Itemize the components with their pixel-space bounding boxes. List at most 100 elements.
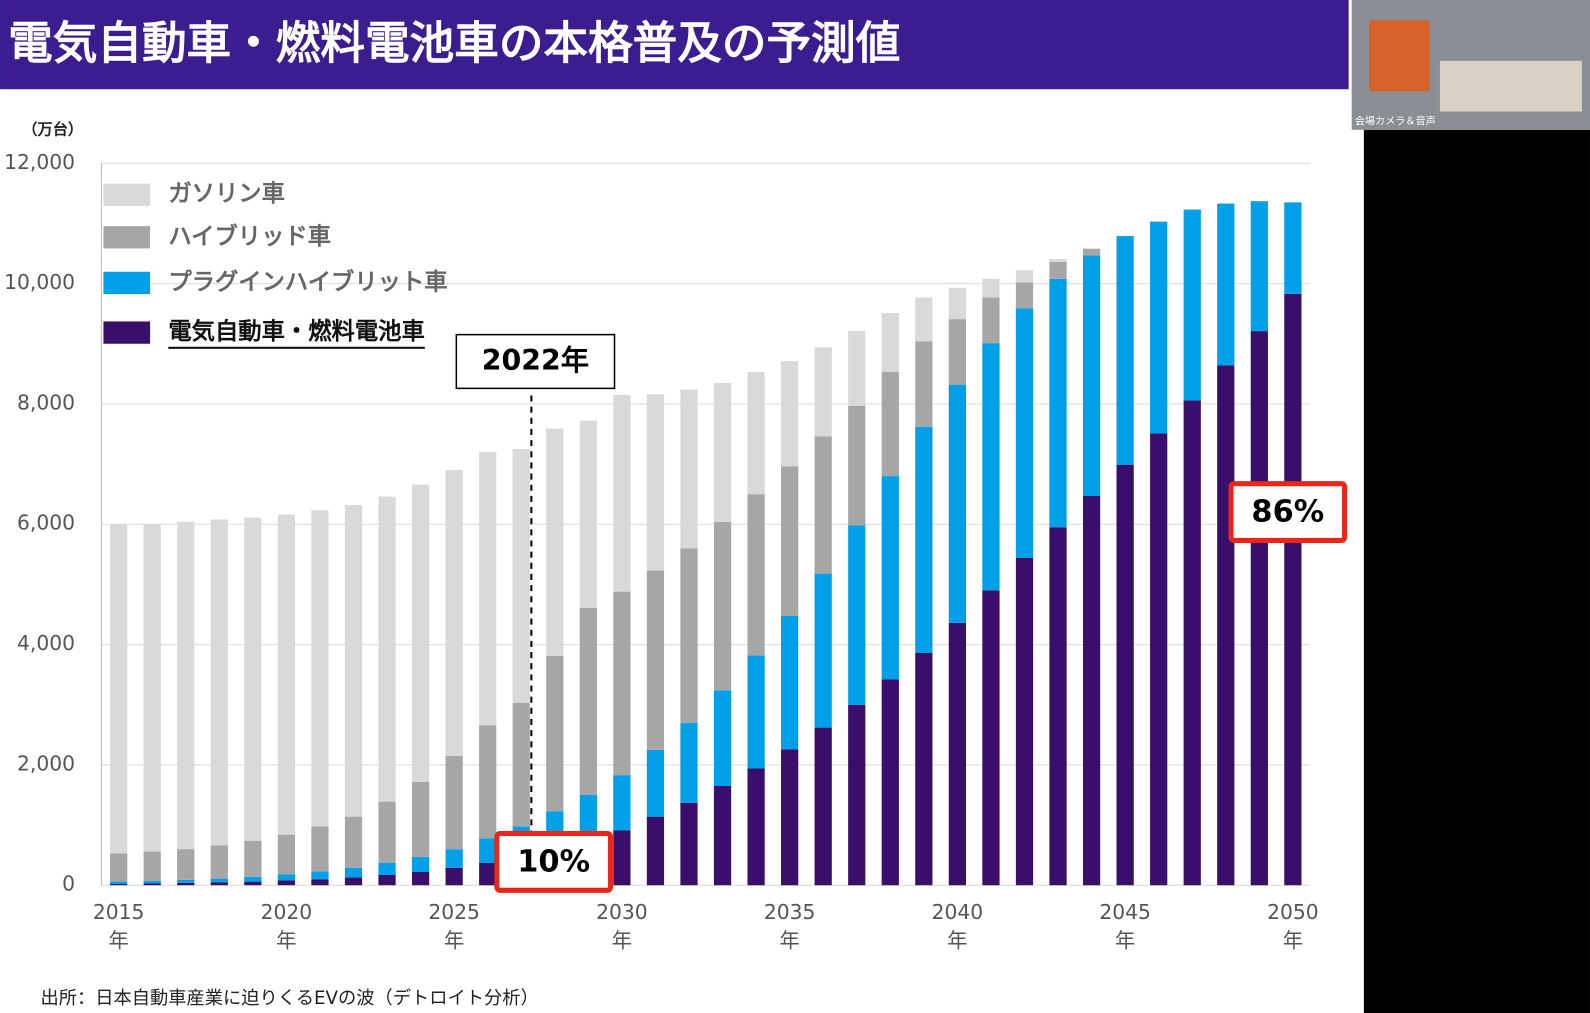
camera-table	[1439, 60, 1582, 112]
bar-segment	[613, 775, 631, 831]
x-tick-label: 2040	[932, 900, 984, 924]
bar-segment	[1183, 209, 1201, 401]
bar-segment	[110, 884, 128, 886]
legend-label: 電気自動車・燃料電池車	[168, 317, 424, 345]
bar-segment	[244, 881, 262, 886]
bar-segment	[646, 816, 665, 886]
y-tick-label: 6,000	[17, 511, 75, 535]
bar-segment	[814, 347, 832, 437]
bar-segment	[948, 384, 967, 623]
bar-segment	[982, 343, 1000, 591]
bar-segment	[143, 883, 161, 886]
bar-segment	[512, 702, 530, 827]
bar-segment	[848, 525, 866, 705]
bar-segment	[143, 851, 161, 882]
camera-label: 会場カメラ＆音声	[1355, 115, 1436, 128]
bar-segment	[277, 514, 296, 835]
annotation-box	[494, 830, 613, 893]
bar-segment	[814, 436, 832, 574]
legend-swatch	[103, 226, 151, 249]
bar-segment	[1183, 400, 1201, 886]
bar-segment	[680, 389, 698, 549]
bar-segment	[713, 690, 732, 786]
bar-segment	[546, 428, 564, 657]
bar-segment	[210, 519, 228, 846]
bar-segment	[344, 877, 363, 886]
bar-segment	[1049, 278, 1067, 528]
bar-segment	[1082, 248, 1101, 256]
bar-segment	[1015, 557, 1034, 886]
bar-segment	[177, 521, 195, 850]
x-tick-unit: 年	[444, 929, 464, 953]
bar-segment	[479, 725, 497, 839]
camera-wall	[1368, 20, 1430, 92]
bar-segment	[210, 878, 228, 883]
bar-segment	[646, 570, 665, 750]
y-tick-label: 4,000	[17, 631, 75, 655]
bar-segment	[646, 394, 665, 571]
bar-segment	[445, 470, 463, 756]
bar-segment	[915, 341, 933, 427]
bar-segment	[311, 510, 329, 827]
bar-segment	[1049, 258, 1067, 262]
bar-segment	[411, 484, 430, 782]
annotation-box	[455, 333, 616, 390]
bar-segment	[747, 655, 765, 769]
bar-segment	[579, 607, 597, 795]
bar-segment	[781, 749, 799, 886]
bar-segment	[613, 830, 631, 886]
bar-segment	[646, 749, 665, 817]
bar-segment	[277, 880, 296, 886]
bar-segment	[881, 372, 899, 477]
x-tick-label: 2035	[764, 900, 816, 924]
bar-segment	[613, 591, 631, 776]
bar-segment	[378, 496, 396, 802]
bar-segment	[177, 849, 195, 880]
y-unit: （万台）	[22, 120, 83, 138]
bar-segment	[244, 840, 262, 877]
legend-swatch	[103, 321, 151, 344]
bar-segment	[479, 862, 497, 886]
bar-segment	[1217, 203, 1235, 366]
bar-segment	[1284, 202, 1302, 294]
bar-segment	[713, 382, 732, 522]
bar-segment	[378, 862, 396, 876]
legend-swatch	[103, 271, 151, 295]
bar-segment	[915, 652, 933, 886]
bar-segment	[1015, 282, 1034, 309]
bar-segment	[680, 722, 698, 803]
plot: 0 2,000 4,000 6,000 8,000 10,000 12,000 2015 年 20…	[4, 150, 1319, 953]
y-tick-label: 0	[62, 872, 75, 896]
bar-segment	[1049, 261, 1067, 279]
bar-segment	[411, 856, 430, 872]
x-tick-unit: 年	[1283, 929, 1303, 953]
bar-segment	[1116, 464, 1134, 886]
bar-segment	[277, 834, 296, 875]
bar-segment	[378, 801, 396, 863]
bar-segment	[479, 838, 497, 863]
bar-segment	[680, 802, 698, 886]
bar-segment	[680, 548, 698, 723]
bar-segment	[110, 853, 128, 882]
bar-segment	[1082, 495, 1101, 886]
bar-segment	[512, 449, 530, 703]
bar-segment	[1049, 527, 1067, 886]
bar-segment	[445, 849, 463, 868]
y-tick-label: 10,000	[4, 270, 75, 294]
x-tick-label: 2015	[93, 900, 145, 924]
x-tick-unit: 年	[276, 929, 296, 953]
bar-segment	[411, 871, 430, 886]
x-tick-unit: 年	[780, 929, 800, 953]
bar-segment	[982, 278, 1000, 298]
source-note: 出所：日本自動車産業に迫りくるEVの波（デトロイト分析）	[41, 988, 539, 1009]
bar-segment	[982, 297, 1000, 344]
bar-segment	[411, 781, 430, 857]
bar-segment	[713, 521, 732, 691]
bar-segment	[781, 615, 799, 750]
bar-segment	[110, 524, 128, 854]
annotation: 2022年	[482, 344, 589, 377]
bar-segment	[982, 590, 1000, 886]
bar-segment	[244, 876, 262, 882]
